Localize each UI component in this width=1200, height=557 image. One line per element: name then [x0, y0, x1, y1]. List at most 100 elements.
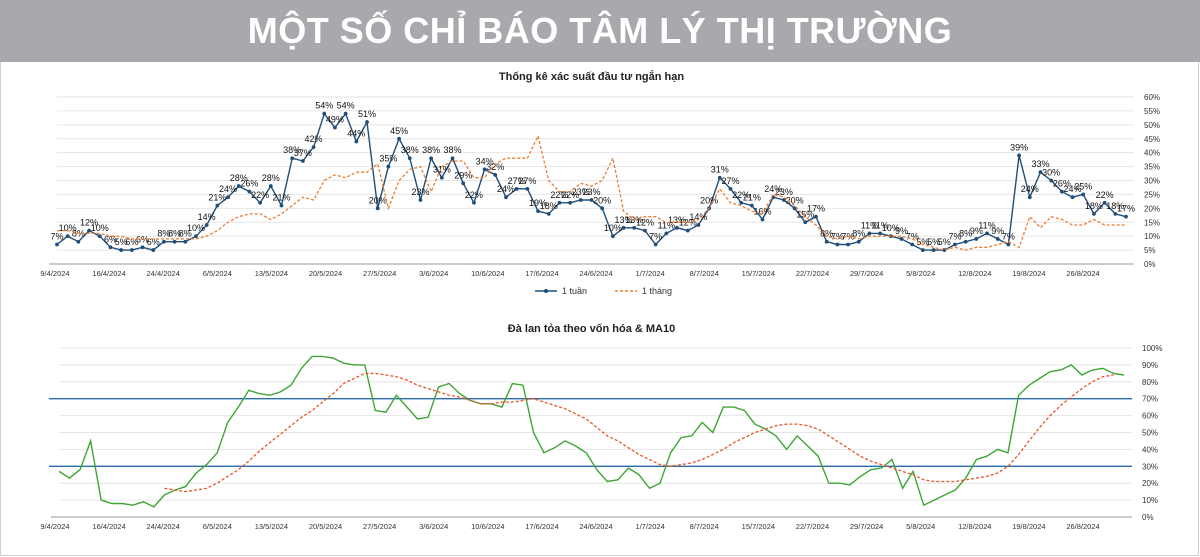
data-label: 34%: [476, 156, 494, 166]
data-label: 8%: [168, 229, 181, 239]
data-label: 10%: [59, 223, 77, 233]
data-label: 24%: [1064, 184, 1082, 194]
data-label: 29%: [454, 170, 472, 180]
data-label: 10%: [187, 223, 205, 233]
data-point: [1027, 195, 1032, 200]
data-point: [1102, 200, 1107, 205]
data-point: [1017, 153, 1021, 158]
data-point: [867, 231, 872, 236]
data-label: 20%: [700, 195, 718, 205]
data-label: 24%: [764, 184, 782, 194]
data-point: [386, 164, 391, 169]
data-point: [450, 156, 455, 161]
data-point: [685, 228, 690, 233]
data-point: [814, 214, 818, 219]
data-point: [856, 239, 861, 244]
legend-marker: [544, 289, 548, 293]
data-point: [739, 200, 744, 205]
data-point: [675, 225, 679, 230]
y-tick-label: 80%: [1142, 378, 1158, 387]
short-term-probability-chart: Thống kê xác suất đầu tư ngắn hạn 0% 5% 10%…: [40, 70, 1160, 296]
data-label: 8%: [820, 229, 833, 239]
data-point: [653, 242, 658, 247]
data-point: [760, 217, 765, 222]
data-label: 20%: [593, 195, 611, 205]
y-tick-label: 100%: [1142, 344, 1162, 353]
data-point: [899, 237, 904, 241]
data-label: 6%: [147, 237, 160, 247]
x-tick-label: 26/8/2024: [1066, 522, 1099, 531]
data-point: [942, 248, 947, 252]
data-point: [397, 136, 401, 141]
data-point: [119, 248, 124, 252]
data-label: 20%: [369, 195, 387, 205]
data-label: 31%: [711, 165, 729, 175]
data-point: [557, 200, 562, 205]
data-point: [311, 145, 316, 150]
data-point: [1038, 170, 1043, 175]
x-tick-label: 5/8/2024: [906, 269, 935, 278]
data-point: [215, 203, 220, 208]
data-point: [375, 206, 380, 211]
data-point: [525, 186, 530, 191]
data-label: 23%: [411, 187, 429, 197]
data-label: 17%: [807, 204, 825, 214]
data-point: [1081, 192, 1086, 197]
data-label: 10%: [604, 223, 622, 233]
data-point: [504, 195, 508, 200]
data-point: [236, 184, 241, 188]
page-header: MỘT SỐ CHỈ BÁO TÂM LÝ THỊ TRƯỜNG: [0, 0, 1200, 62]
data-label: 24%: [497, 184, 515, 194]
y-tick-label: 70%: [1142, 395, 1158, 404]
data-point: [204, 223, 209, 227]
data-label: 26%: [240, 179, 258, 189]
x-tick-label: 8/7/2024: [690, 269, 719, 278]
x-tick-label: 29/7/2024: [850, 522, 883, 531]
data-label: 11%: [871, 220, 888, 230]
data-point: [632, 225, 637, 230]
data-point: [140, 245, 145, 250]
data-label: 24%: [219, 184, 237, 194]
data-label: 31%: [433, 165, 451, 175]
data-label: 12%: [636, 218, 654, 228]
legend: 1 tuần 1 tháng: [535, 286, 672, 296]
data-label: 38%: [444, 145, 462, 155]
x-tick-label: 5/8/2024: [906, 522, 935, 531]
data-point: [129, 248, 134, 252]
data-point: [172, 239, 177, 244]
y-tick-label: 10%: [1144, 232, 1160, 241]
data-label: 51%: [358, 109, 376, 119]
x-tick-label: 17/6/2024: [525, 522, 558, 531]
data-point: [782, 198, 786, 202]
data-label: 8%: [157, 229, 170, 239]
y-tick-label: 25%: [1144, 190, 1160, 199]
data-point: [55, 242, 59, 247]
page-title: MỘT SỐ CHỈ BÁO TÂM LÝ THỊ TRƯỜNG: [247, 10, 953, 51]
data-label: 7%: [50, 232, 63, 242]
data-label: 49%: [326, 115, 344, 125]
data-point: [97, 234, 102, 239]
data-point: [536, 209, 540, 214]
data-label: 6%: [104, 234, 117, 244]
data-label: 23%: [572, 187, 590, 197]
series-line-1: [58, 355, 1125, 508]
data-point: [963, 239, 968, 244]
y-tick-label: 60%: [1142, 412, 1158, 421]
data-label: 17%: [1117, 204, 1135, 214]
x-tick-label: 8/7/2024: [690, 522, 719, 531]
data-point: [439, 175, 444, 180]
data-label: 27%: [518, 176, 536, 186]
series-line-2: [164, 372, 1114, 493]
data-point: [290, 156, 295, 161]
data-label: 9%: [895, 226, 908, 236]
data-label: 14%: [689, 212, 707, 222]
x-tick-label: 24/6/2024: [579, 522, 612, 531]
data-label: 37%: [294, 148, 312, 158]
data-point: [610, 234, 615, 239]
data-point: [589, 198, 594, 202]
x-tick-label: 3/6/2024: [419, 269, 448, 278]
y-tick-label: 0%: [1144, 260, 1156, 269]
x-tick-label: 9/4/2024: [40, 522, 69, 531]
x-tick-label: 26/8/2024: [1066, 269, 1099, 278]
data-label: 39%: [1010, 142, 1028, 152]
